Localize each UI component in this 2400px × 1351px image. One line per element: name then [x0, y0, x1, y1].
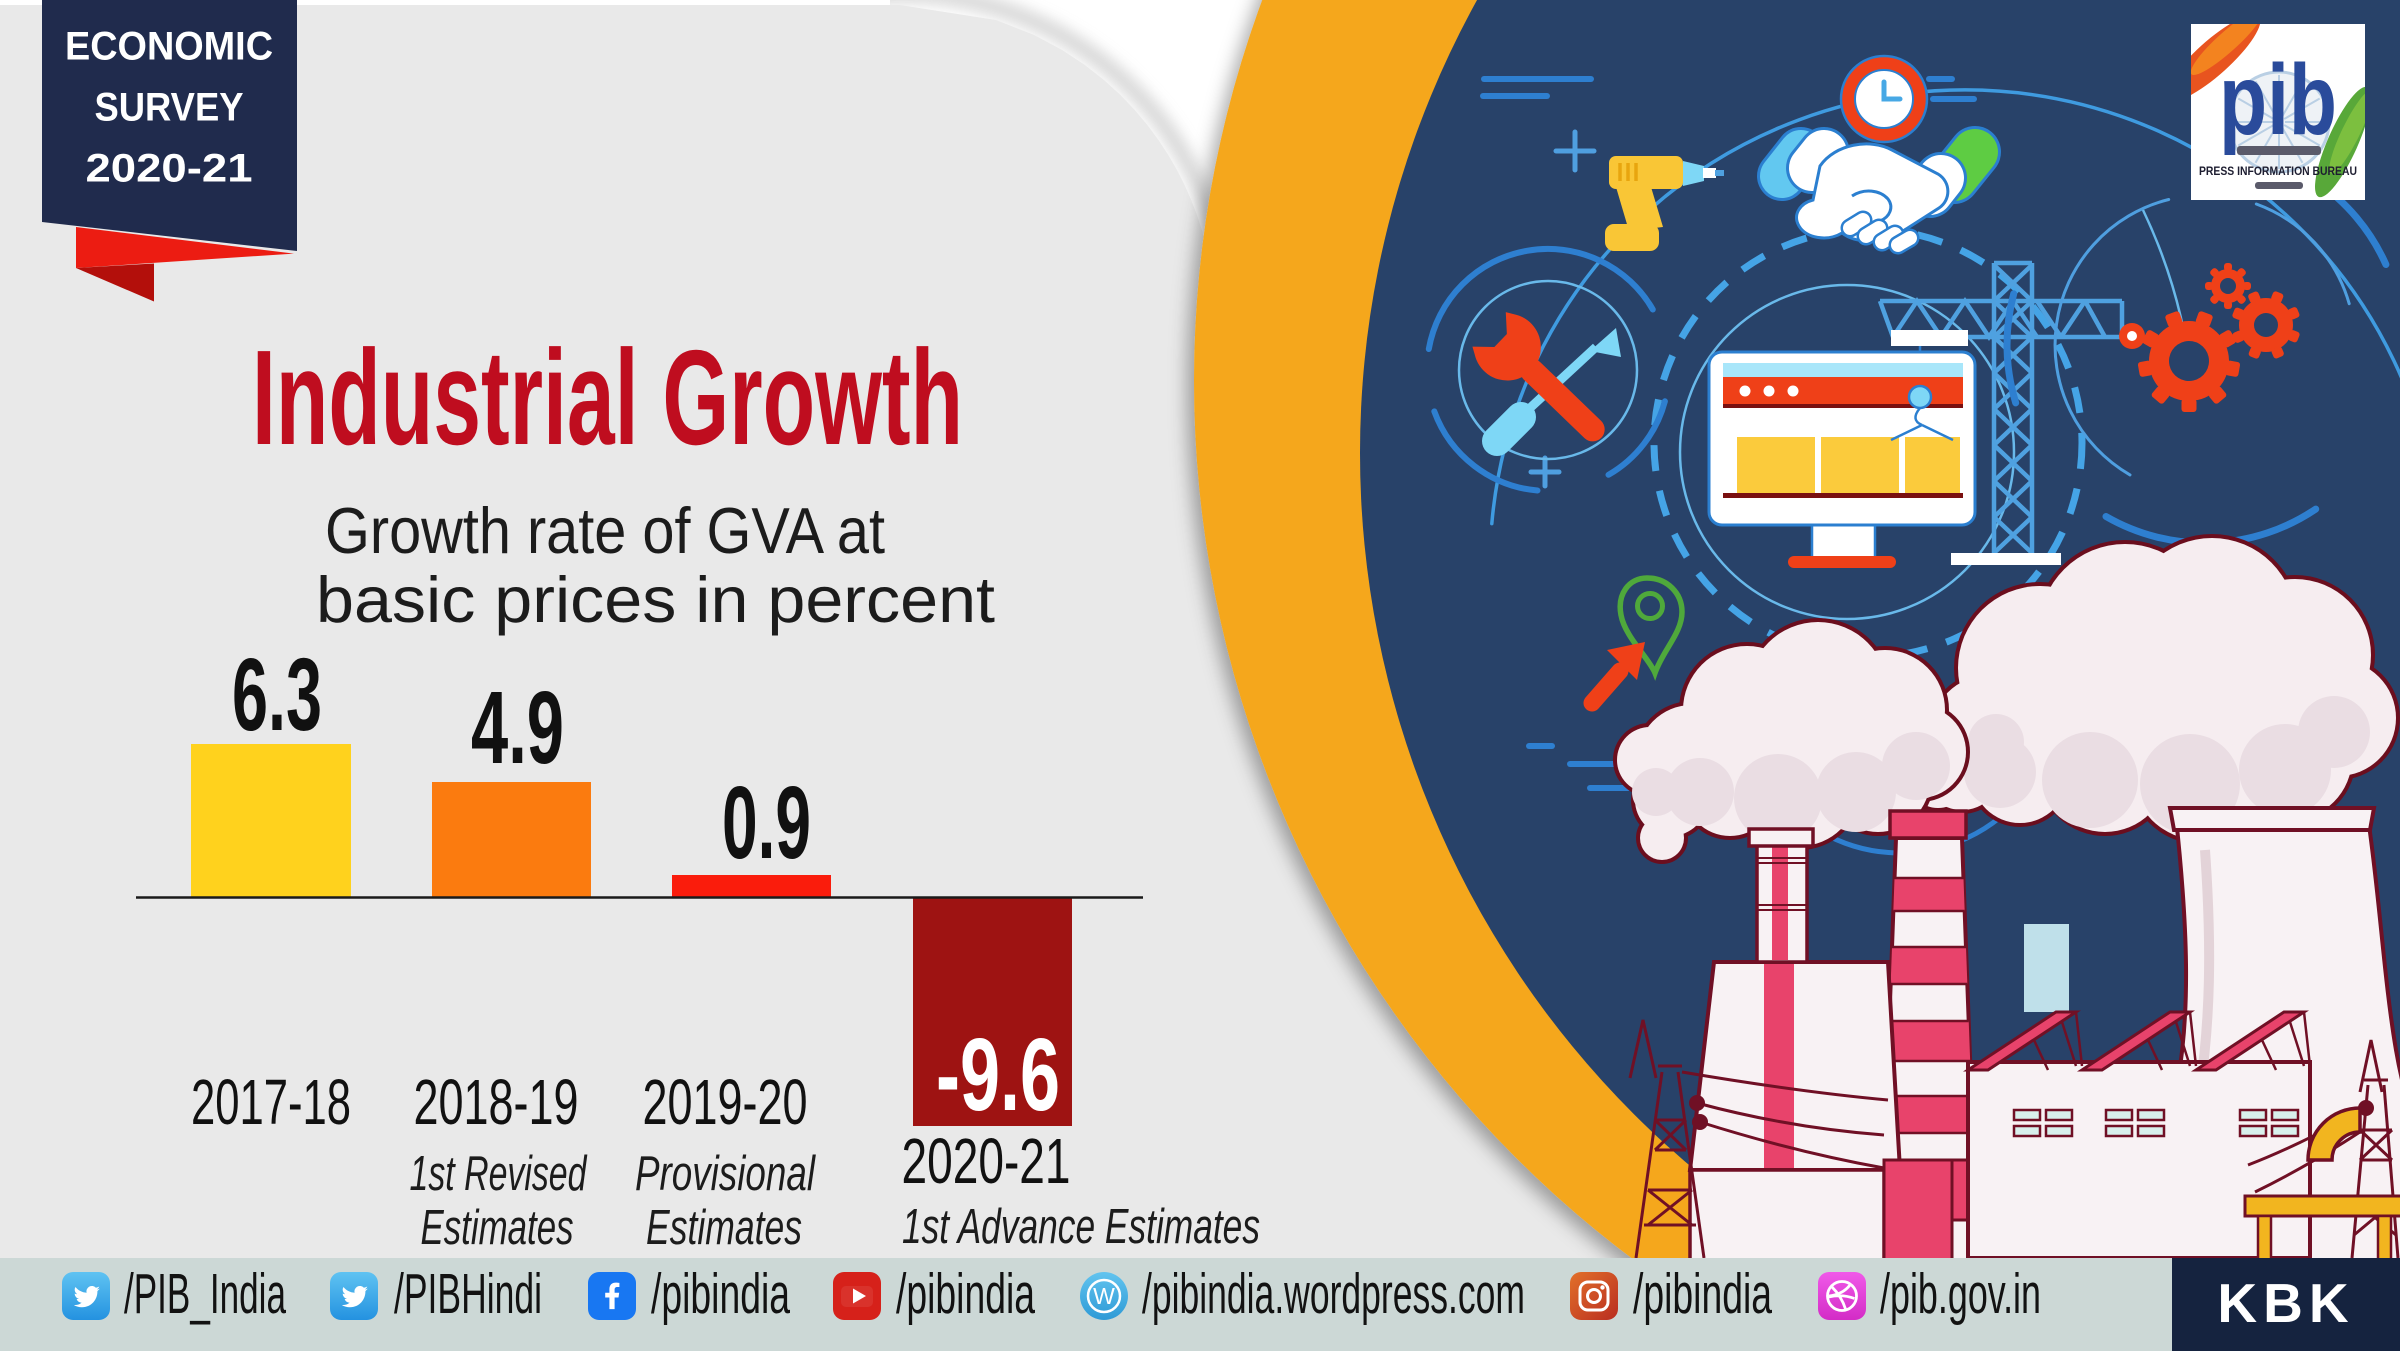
svg-text:KBK: KBK: [2217, 1272, 2354, 1334]
svg-text:2018-19: 2018-19: [414, 1066, 579, 1138]
svg-text:/pibindia: /pibindia: [651, 1262, 790, 1326]
svg-text:2019-20: 2019-20: [643, 1066, 808, 1138]
svg-text:1st Advance Estimates: 1st Advance Estimates: [902, 1200, 1260, 1254]
svg-text:Estimates: Estimates: [646, 1201, 802, 1255]
svg-text:/PIB_India: /PIB_India: [124, 1262, 286, 1326]
svg-text:Provisional: Provisional: [635, 1147, 816, 1201]
svg-text:4.9: 4.9: [471, 670, 564, 785]
svg-text:SURVEY: SURVEY: [95, 86, 244, 130]
svg-text:/PIBHindi: /PIBHindi: [394, 1262, 542, 1326]
svg-text:2017-18: 2017-18: [191, 1066, 351, 1138]
svg-text:ECONOMIC: ECONOMIC: [65, 25, 273, 69]
svg-text:1st Revised: 1st Revised: [410, 1147, 588, 1201]
svg-text:basic prices in percent: basic prices in percent: [316, 563, 995, 636]
svg-text:6.3: 6.3: [232, 637, 322, 752]
svg-text:PRESS INFORMATION BUREAU: PRESS INFORMATION BUREAU: [2199, 166, 2357, 178]
svg-text:2020-21: 2020-21: [902, 1125, 1071, 1197]
svg-text:Estimates: Estimates: [421, 1201, 574, 1255]
svg-text:-9.6: -9.6: [936, 1017, 1060, 1132]
svg-text:0.9: 0.9: [722, 765, 811, 880]
svg-text:/pib.gov.in: /pib.gov.in: [1880, 1262, 2041, 1326]
svg-text:W: W: [1093, 1283, 1115, 1309]
svg-text:/pibindia: /pibindia: [1633, 1262, 1772, 1326]
svg-text:Industrial Growth: Industrial Growth: [252, 322, 963, 473]
svg-text:pib: pib: [2219, 44, 2337, 156]
svg-text:/pibindia.wordpress.com: /pibindia.wordpress.com: [1142, 1262, 1525, 1326]
svg-text:Growth rate of GVA at: Growth rate of GVA at: [325, 494, 885, 567]
svg-text:2020-21: 2020-21: [86, 147, 253, 191]
svg-text:/pibindia: /pibindia: [896, 1262, 1035, 1326]
